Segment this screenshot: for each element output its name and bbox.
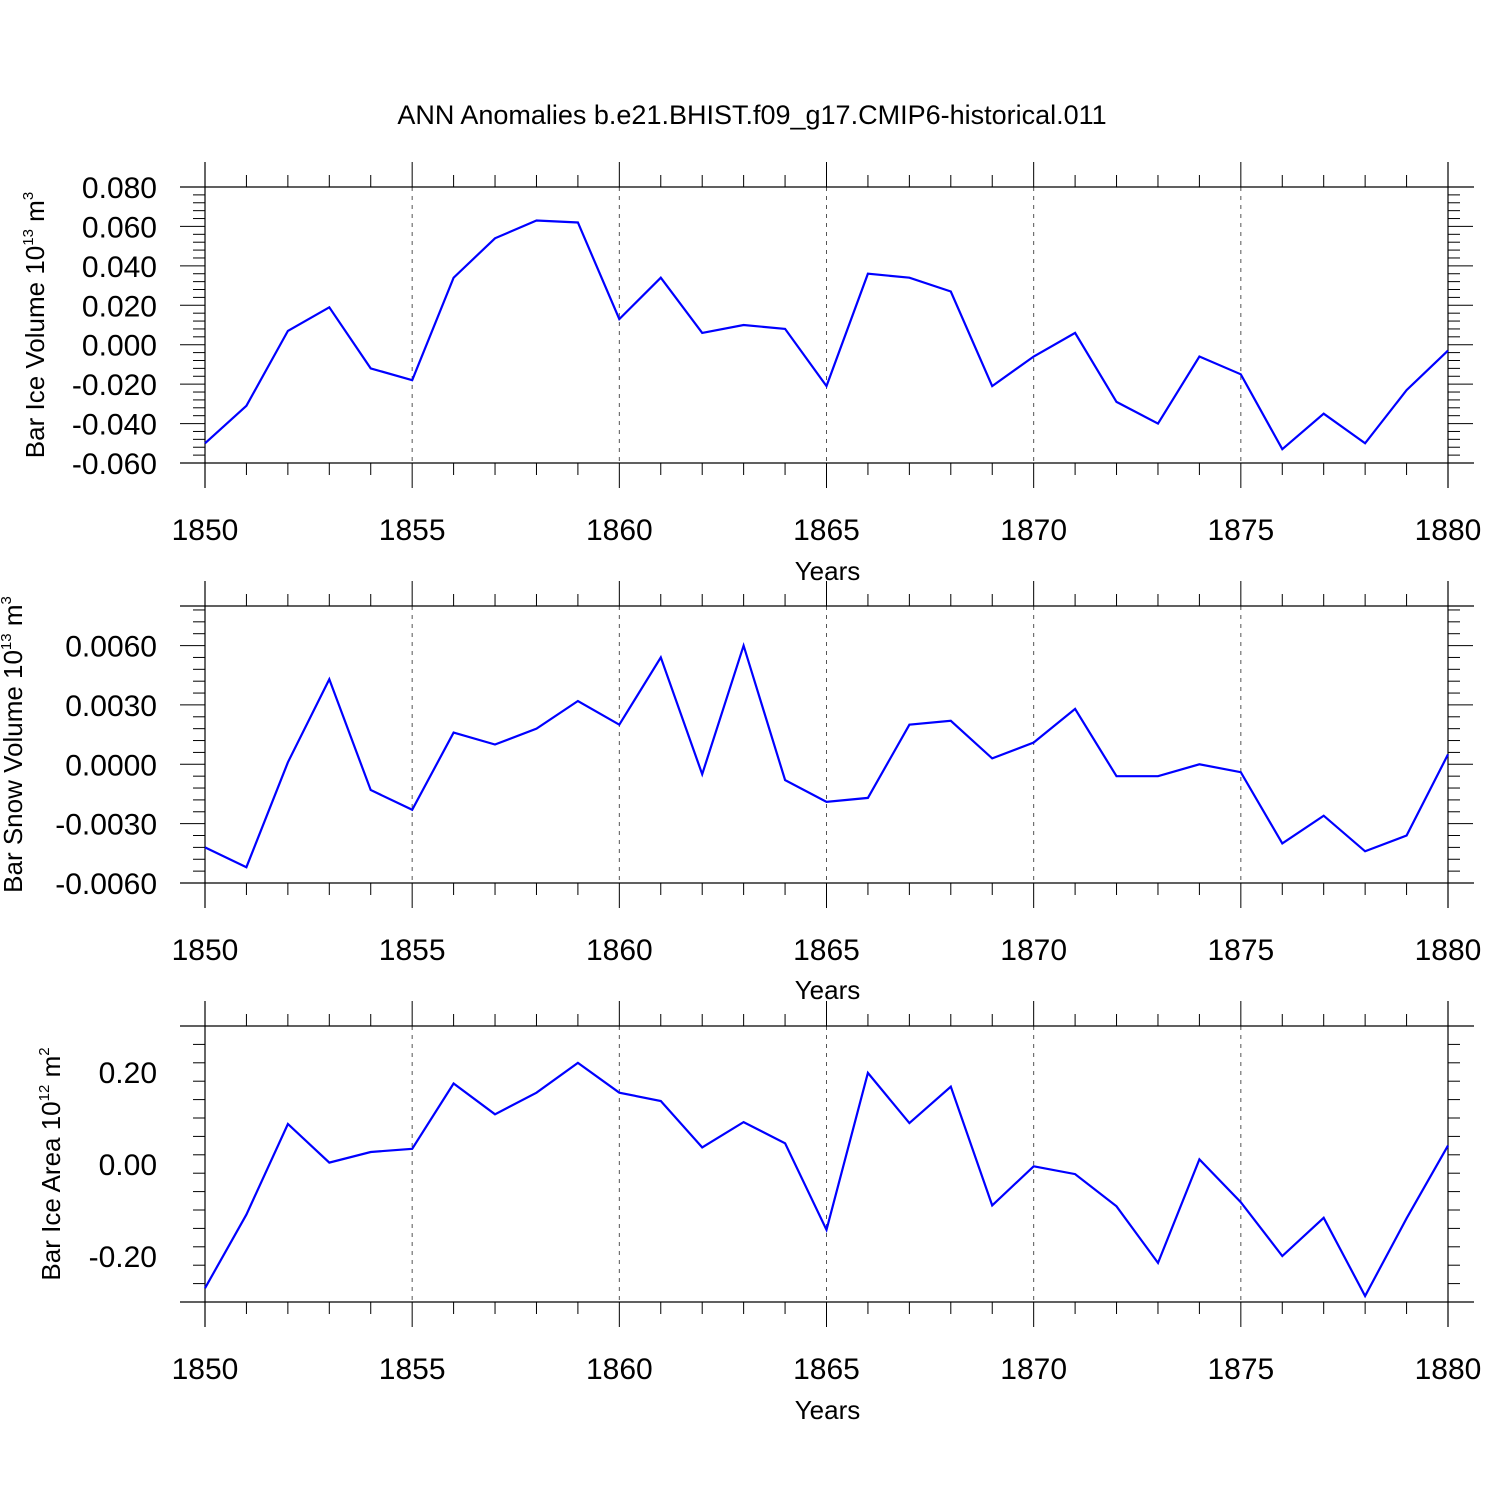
x-tick-label: 1865	[793, 1353, 860, 1386]
x-tick-label: 1880	[1415, 1353, 1482, 1386]
x-tick-label: 1860	[586, 1353, 653, 1386]
x-tick-label: 1850	[172, 514, 239, 547]
series-line	[204, 1061, 1449, 1299]
y-tick-label: -0.060	[72, 448, 157, 481]
x-tick-label: 1875	[1207, 1353, 1274, 1386]
y-axis-title-main: Bar Snow Volume 10	[0, 650, 28, 893]
y-tick-label: 0.0000	[65, 749, 157, 782]
y-axis-title: Bar Snow Volume 1013 m3	[0, 596, 28, 893]
x-tick-label: 1870	[1000, 934, 1067, 967]
y-tick-label: -0.0060	[55, 868, 157, 901]
y-axis-title-main: Bar Ice Area 10	[36, 1101, 66, 1280]
x-tick-label: 1880	[1415, 514, 1482, 547]
y-axis-title-exponent: 13	[20, 229, 37, 246]
y-axis-title-exponent: 12	[36, 1085, 53, 1102]
y-tick-label: -0.020	[72, 369, 157, 402]
x-tick-label: 1880	[1415, 934, 1482, 967]
y-tick-label: 0.020	[82, 290, 157, 323]
x-tick-label: 1855	[379, 934, 446, 967]
x-axis-title: Years	[795, 1395, 861, 1425]
x-tick-label: 1860	[586, 514, 653, 547]
y-axis-title: Bar Ice Area 1012 m2	[36, 1047, 66, 1280]
panel-2: 1850 1855 1860 1865 1870 1875 1880 Years -0.0060…	[0, 581, 1481, 1005]
y-tick-label: 0.0030	[65, 690, 157, 723]
y-tick-label: -0.040	[72, 409, 157, 442]
y-tick-label: 0.080	[82, 172, 157, 205]
y-tick-label: 0.00	[99, 1149, 157, 1182]
x-tick-label: 1875	[1207, 934, 1274, 967]
y-tick-label: 0.000	[82, 330, 157, 363]
y-axis-title: Bar Ice Volume 1013 m3	[20, 192, 50, 458]
x-axis-title: Years	[795, 556, 861, 586]
x-tick-label: 1855	[379, 1353, 446, 1386]
y-axis-title-unit: m	[0, 604, 28, 633]
panel-3: 1850 1855 1860 1865 1870 1875 1880 Years -0.20 0.…	[36, 1001, 1481, 1425]
x-tick-label: 1865	[793, 934, 860, 967]
y-axis-title-main: Bar Ice Volume 10	[20, 246, 50, 458]
y-tick-label: 0.060	[82, 211, 157, 244]
y-tick-label: 0.040	[82, 251, 157, 284]
x-tick-label: 1860	[586, 934, 653, 967]
y-axis-title-unit-exponent: 3	[0, 596, 15, 604]
x-tick-label: 1865	[793, 514, 860, 547]
x-tick-label: 1850	[172, 934, 239, 967]
series-line	[204, 219, 1449, 451]
x-tick-label: 1850	[172, 1353, 239, 1386]
x-tick-label: 1870	[1000, 1353, 1067, 1386]
x-tick-label: 1875	[1207, 514, 1274, 547]
x-tick-label: 1870	[1000, 514, 1067, 547]
y-tick-label: -0.20	[89, 1241, 157, 1274]
y-axis-title-unit-exponent: 3	[20, 192, 37, 200]
y-tick-label: -0.0030	[55, 809, 157, 842]
y-axis-title-unit: m	[36, 1056, 66, 1085]
y-tick-label: 0.20	[99, 1057, 157, 1090]
y-tick-label: 0.0060	[65, 631, 157, 664]
panel-1: 1850 1855 1860 1865 1870 1875 1880 Years -0.060 -…	[20, 162, 1481, 586]
y-axis-title-exponent: 13	[0, 633, 15, 650]
x-tick-label: 1855	[379, 514, 446, 547]
y-axis-title-unit-exponent: 2	[36, 1047, 53, 1055]
x-axis-title: Years	[795, 975, 861, 1005]
y-axis-title-unit: m	[20, 200, 50, 229]
series-line	[204, 641, 1449, 869]
chart-title: ANN Anomalies b.e21.BHIST.f09_g17.CMIP6-…	[397, 100, 1106, 130]
